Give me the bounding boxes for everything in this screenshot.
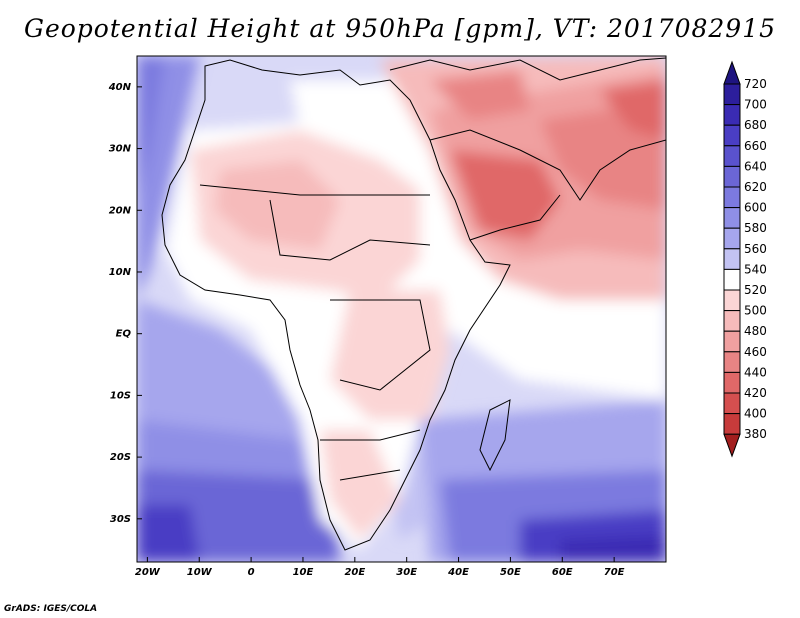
colorbar-swatch (723, 207, 741, 229)
colorbar-level-label: 520 (744, 283, 767, 297)
lon-tick-label: 60E (552, 567, 573, 578)
colorbar-level-label: 680 (744, 118, 767, 132)
colorbar-level-label: 620 (744, 180, 767, 194)
lon-tick-label: 10E (293, 567, 314, 578)
grads-credit: GrADS: IGES/COLA (4, 604, 98, 614)
lon-tick-label: 20W (135, 567, 161, 578)
colorbar-swatch (723, 330, 741, 353)
latitude-axis: 40N 30N 20N 10N EQ 10S 20S 30S (108, 82, 142, 525)
lat-tick-label: 30N (109, 144, 132, 155)
colorbar-level-label: 580 (744, 221, 767, 235)
colorbar-swatch (723, 124, 741, 147)
colorbar-swatch (723, 351, 741, 373)
colorbar-swatch (723, 371, 741, 394)
height-field (137, 56, 666, 562)
colorbar-level-label: 440 (744, 365, 767, 379)
lon-tick-label: 40E (447, 567, 469, 578)
colorbar-swatch (723, 165, 741, 188)
colorbar-swatch (723, 186, 741, 209)
lat-tick-label: 10S (110, 390, 131, 401)
colorbar-level-label: 540 (744, 262, 767, 276)
colorbar-top-arrow (723, 60, 741, 85)
lat-tick-label: EQ (116, 329, 132, 340)
colorbar-swatch (723, 392, 741, 415)
colorbar-level-label: 420 (744, 386, 767, 400)
lon-tick-label: 0 (248, 567, 255, 578)
colorbar-swatch (723, 289, 741, 312)
colorbar: 720 700 680 660 640 620 600 580 560 540 520 500 480 4… (723, 60, 767, 458)
colorbar-swatch (723, 227, 741, 250)
lon-tick-label: 20E (344, 567, 365, 578)
lon-tick-label: 70E (604, 567, 625, 578)
colorbar-bottom-arrow (723, 433, 741, 458)
coastlines (161, 57, 666, 551)
lat-tick-label: 20N (109, 205, 132, 216)
map-title: Geopotential Height at 950hPa [gpm], VT:… (23, 14, 777, 43)
colorbar-level-label: 380 (744, 427, 767, 441)
colorbar-swatch (723, 413, 741, 435)
colorbar-level-label: 560 (744, 242, 767, 256)
colorbar-level-label: 720 (744, 77, 767, 91)
plot-frame (136, 55, 667, 563)
colorbar-level-label: 640 (744, 159, 767, 173)
colorbar-swatch (723, 83, 741, 106)
lat-tick-label: 20S (110, 452, 131, 463)
lat-tick-label: 40N (108, 82, 132, 93)
colorbar-level-label: 500 (744, 304, 767, 318)
lat-tick-label: 10N (109, 267, 132, 278)
lat-tick-label: 30S (110, 514, 131, 525)
longitude-axis: 20W 10W 0 10E 20E 30E 40E 50E 60E 70E (135, 557, 625, 578)
colorbar-level-label: 660 (744, 139, 767, 153)
colorbar-swatch (723, 104, 741, 126)
colorbar-swatch (723, 248, 741, 270)
lon-tick-label: 50E (500, 567, 521, 578)
colorbar-swatch (723, 310, 741, 332)
colorbar-level-label: 460 (744, 345, 767, 359)
colorbar-level-label: 600 (744, 201, 767, 215)
colorbar-level-label: 480 (744, 324, 767, 338)
colorbar-swatch (723, 268, 741, 291)
lon-tick-label: 10W (187, 567, 213, 578)
colorbar-level-label: 700 (744, 98, 767, 112)
colorbar-level-label: 400 (744, 407, 767, 421)
colorbar-swatch (723, 145, 741, 167)
lon-tick-label: 30E (396, 567, 417, 578)
